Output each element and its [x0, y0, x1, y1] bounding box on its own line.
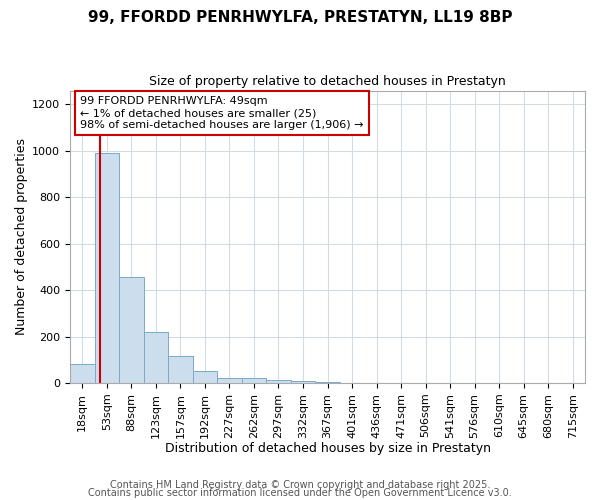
- Bar: [315, 382, 340, 383]
- Bar: [266, 380, 291, 383]
- Text: 99, FFORDD PENRHWYLFA, PRESTATYN, LL19 8BP: 99, FFORDD PENRHWYLFA, PRESTATYN, LL19 8…: [88, 10, 512, 25]
- Bar: [168, 356, 193, 383]
- X-axis label: Distribution of detached houses by size in Prestatyn: Distribution of detached houses by size …: [164, 442, 491, 455]
- Text: Contains HM Land Registry data © Crown copyright and database right 2025.: Contains HM Land Registry data © Crown c…: [110, 480, 490, 490]
- Bar: [291, 381, 315, 383]
- Bar: [242, 378, 266, 383]
- Text: 99 FFORDD PENRHWYLFA: 49sqm
← 1% of detached houses are smaller (25)
98% of semi: 99 FFORDD PENRHWYLFA: 49sqm ← 1% of deta…: [80, 96, 364, 130]
- Title: Size of property relative to detached houses in Prestatyn: Size of property relative to detached ho…: [149, 75, 506, 88]
- Bar: [193, 372, 217, 383]
- Bar: [70, 364, 95, 383]
- Bar: [119, 278, 143, 383]
- Bar: [143, 332, 168, 383]
- Bar: [95, 153, 119, 383]
- Text: Contains public sector information licensed under the Open Government Licence v3: Contains public sector information licen…: [88, 488, 512, 498]
- Bar: [217, 378, 242, 383]
- Y-axis label: Number of detached properties: Number of detached properties: [15, 138, 28, 336]
